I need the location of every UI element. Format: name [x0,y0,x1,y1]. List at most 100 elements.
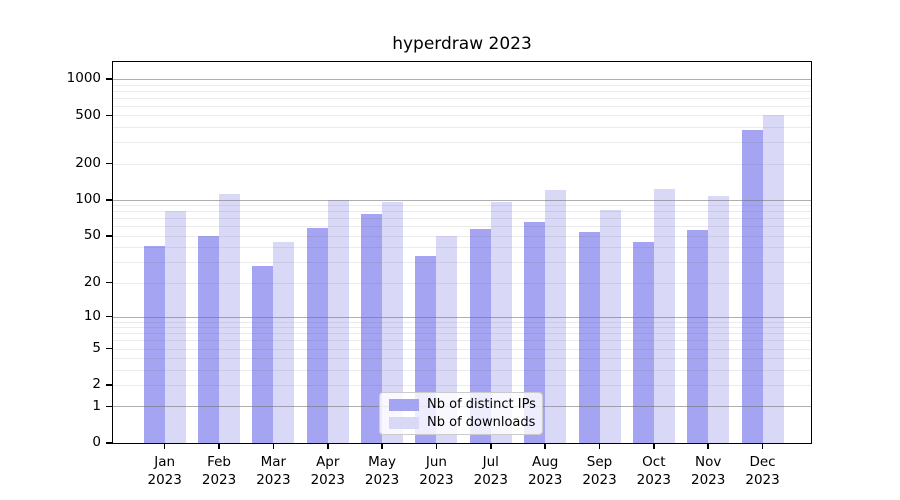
y-tick-100 [106,199,113,201]
x-tick-jan [163,443,166,449]
x-tick-label-sep: Sep 2023 [582,454,617,488]
y-tick-500 [106,114,113,117]
y-tick-label-1000: 1000 [66,70,101,87]
y-tick-label-200: 200 [75,154,101,171]
bar-downloads-aug [545,190,567,443]
x-tick-nov [707,443,709,449]
y-tick-label-50: 50 [83,227,101,244]
y-tick-label-500: 500 [75,106,101,123]
chart-title: hyperdraw 2023 [392,34,532,54]
bar-distinct-ips-mar [252,265,274,443]
bar-distinct-ips-oct [632,242,654,443]
x-tick-oct [653,443,655,449]
x-tick-may [381,443,383,449]
bar-distinct-ips-feb [198,235,220,443]
x-tick-label-may: May 2023 [364,454,400,488]
x-tick-aug [544,443,546,449]
bar-downloads-feb [219,193,241,443]
y-tick-10 [106,315,113,318]
gridline-minor-90 [113,205,811,207]
x-tick-jun [435,443,438,449]
y-tick-0 [106,442,113,444]
gridline-minor-800 [113,90,811,92]
y-tick-1000 [106,78,113,80]
y-tick-label-2: 2 [92,376,101,393]
y-tick-1 [106,405,113,408]
x-tick-label-dec: Dec 2023 [745,454,780,488]
gridline-minor-600 [113,105,811,107]
y-tick-20 [106,281,113,284]
x-tick-label-oct: Oct 2023 [636,454,672,488]
gridline-major-10 [113,316,811,318]
gridline-minor-80 [113,211,811,213]
x-tick-label-aug: Aug 2023 [527,454,563,488]
x-tick-dec [761,443,764,449]
bar-downloads-oct [653,189,675,443]
x-tick-feb [218,443,220,449]
legend-label-downloads: Nb of downloads [427,415,536,430]
gridline-minor-4 [113,358,811,360]
gridline-minor-3 [113,369,811,371]
y-tick-label-10: 10 [83,307,101,324]
gridline-major-100 [113,199,811,201]
gridline-minor-6 [113,340,811,342]
gridline-minor-7 [113,333,811,335]
x-tick-jul [490,443,492,449]
y-tick-label-20: 20 [83,273,101,290]
gridline-minor-700 [113,97,811,99]
gridline-minor-30 [113,262,811,264]
x-tick-label-jul: Jul 2023 [473,454,508,488]
legend: Nb of distinct IPs Nb of downloads [379,392,543,435]
bar-distinct-ips-may [361,214,383,443]
bar-downloads-jan [164,211,186,443]
gridline-minor-9 [113,321,811,323]
bar-distinct-ips-dec [741,129,763,443]
bar-distinct-ips-jul [469,229,491,443]
legend-label-distinct-ips: Nb of distinct IPs [427,397,536,412]
bar-downloads-mar [273,242,295,443]
legend-item-distinct-ips: Nb of distinct IPs [389,397,536,412]
y-tick-label-100: 100 [75,191,101,208]
legend-swatch-distinct-ips [389,398,419,411]
bar-distinct-ips-jan [143,246,165,443]
bar-distinct-ips-sep [578,231,600,443]
gridline-minor-300 [113,142,811,144]
gridline-minor-2 [113,385,811,387]
y-tick-label-5: 5 [92,339,101,356]
x-tick-label-mar: Mar 2023 [256,454,291,488]
gridline-major-1000 [113,78,811,80]
y-tick-label-1: 1 [92,397,101,414]
bar-downloads-may [382,201,404,443]
gridline-minor-200 [113,163,811,165]
gridline-minor-900 [113,84,811,86]
y-tick-label-0: 0 [92,434,101,451]
y-tick-5 [106,347,113,350]
legend-swatch-downloads [389,416,419,429]
x-tick-label-feb: Feb 2023 [201,454,237,488]
x-tick-label-jan: Jan 2023 [147,454,182,488]
y-tick-50 [106,235,113,237]
bar-downloads-dec [762,115,784,443]
bar-downloads-jul [490,201,512,443]
x-tick-apr [326,443,329,449]
plot-area: Nb of distinct IPs Nb of downloads 0 1 2 5 1… [67,61,812,488]
bar-distinct-ips-aug [524,222,546,443]
bar-distinct-ips-apr [306,228,328,443]
bar-distinct-ips-nov [687,229,709,443]
y-tick-2 [106,384,113,386]
gridline-minor-60 [113,226,811,228]
bar-downloads-nov [708,195,730,443]
gridline-minor-20 [113,282,811,284]
gridline-minor-8 [113,327,811,329]
bar-downloads-sep [599,210,621,443]
gridline-minor-500 [113,115,811,117]
x-tick-label-apr: Apr 2023 [310,454,345,488]
gridline-minor-5 [113,348,811,350]
y-tick-200 [106,162,113,165]
x-tick-mar [272,443,275,449]
x-tick-sep [598,443,601,449]
gridline-minor-50 [113,235,811,237]
x-tick-label-jun: Jun 2023 [419,454,454,488]
x-tick-label-nov: Nov 2023 [691,454,726,488]
